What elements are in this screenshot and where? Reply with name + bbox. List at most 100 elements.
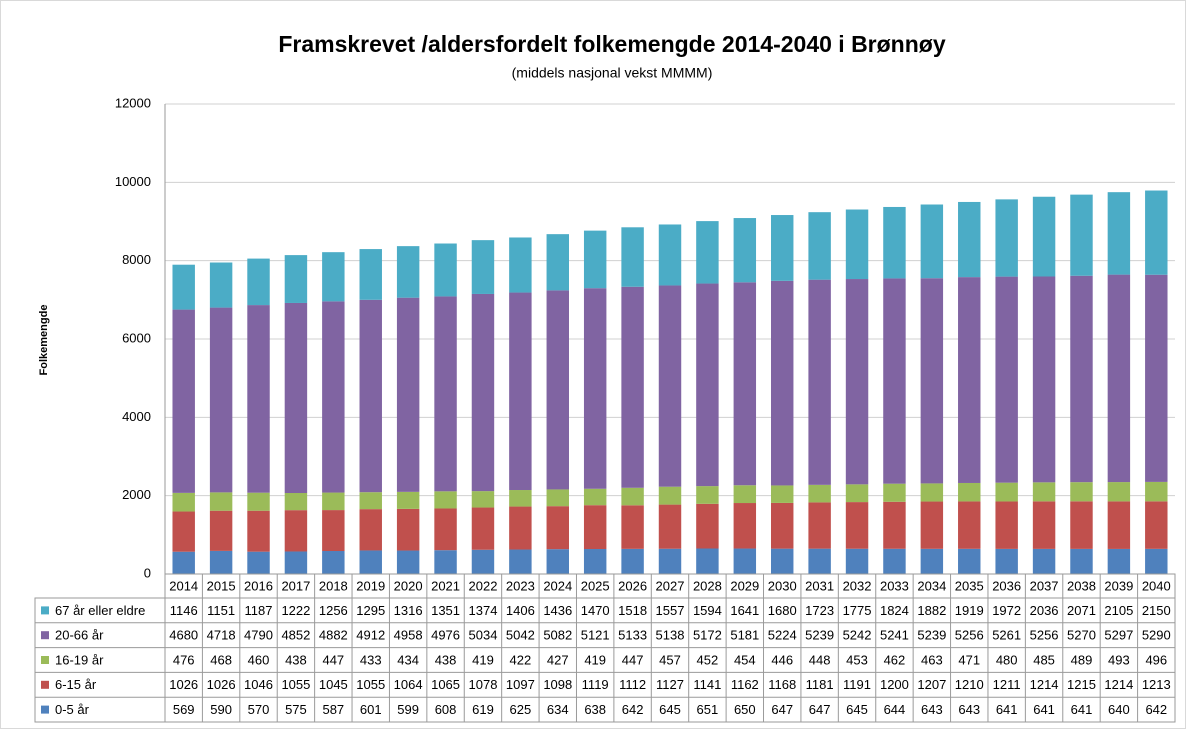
x-tick-label: 2020	[394, 578, 423, 593]
bar-segment	[771, 502, 794, 549]
legend-label: 6-15 år	[55, 677, 97, 692]
table-value: 634	[547, 702, 569, 717]
x-tick-label: 2028	[693, 578, 722, 593]
legend-label: 20-66 år	[55, 628, 104, 643]
bar-segment	[958, 201, 981, 278]
table-value: 433	[360, 652, 382, 667]
table-value: 1211	[993, 677, 1021, 692]
table-value: 447	[622, 652, 644, 667]
bar-segment	[621, 548, 644, 574]
bar-segment	[621, 286, 644, 488]
x-tick-label: 2014	[169, 578, 198, 593]
table-value: 570	[248, 702, 270, 717]
bar-segment	[1107, 501, 1131, 549]
x-tick-label: 2032	[843, 578, 872, 593]
bar-segment	[209, 492, 233, 511]
bar-segment	[771, 485, 794, 503]
y-tick-label: 6000	[122, 330, 151, 345]
table-value: 419	[584, 652, 606, 667]
bar-segment	[920, 204, 944, 279]
x-tick-label: 2027	[656, 578, 685, 593]
table-value: 575	[285, 702, 307, 717]
table-value: 1162	[731, 677, 759, 692]
x-tick-label: 2035	[955, 578, 984, 593]
table-value: 1146	[170, 603, 198, 618]
table-value: 1594	[693, 603, 722, 618]
table-value: 468	[210, 652, 232, 667]
table-value: 2105	[1104, 603, 1133, 618]
bar-segment	[845, 484, 869, 503]
bar-segment	[1145, 501, 1168, 549]
bar-segment	[995, 276, 1018, 483]
table-value: 1078	[469, 677, 498, 692]
bar-segment	[1107, 548, 1131, 574]
bar-segment	[434, 296, 457, 492]
table-value: 1141	[693, 677, 721, 692]
table-value: 5224	[768, 628, 797, 643]
table-value: 1256	[319, 603, 348, 618]
bar-segment	[1032, 276, 1056, 483]
table-value: 5172	[693, 628, 722, 643]
bar-segment	[621, 487, 644, 506]
table-value: 642	[1145, 702, 1167, 717]
table-value: 1824	[880, 603, 909, 618]
table-value: 457	[659, 652, 681, 667]
bar-segment	[733, 218, 757, 283]
table-value: 1222	[281, 603, 310, 618]
bar-segment	[322, 510, 345, 552]
table-value: 569	[173, 702, 195, 717]
bar-segment	[396, 491, 420, 509]
bar-segment	[247, 305, 270, 493]
legend-swatch	[41, 680, 49, 689]
table-value: 1406	[506, 603, 535, 618]
bar-segment	[696, 221, 719, 284]
y-axis-label: Folkemengde	[38, 305, 50, 376]
bar-segment	[733, 548, 757, 574]
bar-segment	[1070, 501, 1093, 549]
table-value: 1680	[768, 603, 797, 618]
bar-segment	[808, 279, 831, 485]
table-value: 2071	[1067, 603, 1096, 618]
table-value: 1214	[1104, 677, 1133, 692]
table-value: 1065	[431, 677, 460, 692]
bar-segment	[1070, 194, 1093, 276]
bar-segment	[209, 510, 233, 551]
table-value: 643	[921, 702, 943, 717]
table-value: 1119	[582, 677, 609, 692]
table-value: 1436	[543, 603, 572, 618]
bar-segment	[658, 486, 682, 505]
bar-segment	[883, 548, 906, 574]
bar-segment	[322, 252, 345, 302]
bar-segment	[1107, 482, 1131, 502]
table-value: 4976	[431, 628, 460, 643]
table-value: 1045	[319, 677, 348, 692]
bar-segment	[172, 551, 195, 574]
table-value: 5256	[1030, 628, 1059, 643]
bar-segment	[396, 508, 420, 551]
x-tick-label: 2033	[880, 578, 909, 593]
bar-segment	[509, 549, 532, 574]
bar-segment	[546, 489, 569, 507]
table-value: 599	[397, 702, 419, 717]
table-value: 5042	[506, 628, 535, 643]
table-value: 1098	[543, 677, 572, 692]
table-value: 5241	[880, 628, 909, 643]
bar-segment	[771, 215, 794, 281]
bar-segment	[284, 510, 308, 552]
legend-label: 16-19 år	[55, 652, 104, 667]
table-value: 476	[173, 652, 195, 667]
table-value: 485	[1033, 652, 1055, 667]
legend-swatch	[41, 656, 49, 664]
x-tick-label: 2031	[805, 578, 834, 593]
table-value: 5261	[992, 628, 1021, 643]
table-value: 434	[397, 652, 419, 667]
bar-segment	[1145, 190, 1168, 275]
table-value: 4790	[244, 628, 273, 643]
bar-segment	[658, 504, 682, 549]
bar-segment	[359, 492, 382, 510]
table-value: 1191	[843, 677, 871, 692]
bar-segment	[509, 490, 532, 507]
table-value: 427	[547, 652, 569, 667]
bar-segment	[995, 482, 1018, 502]
table-value: 438	[435, 652, 457, 667]
